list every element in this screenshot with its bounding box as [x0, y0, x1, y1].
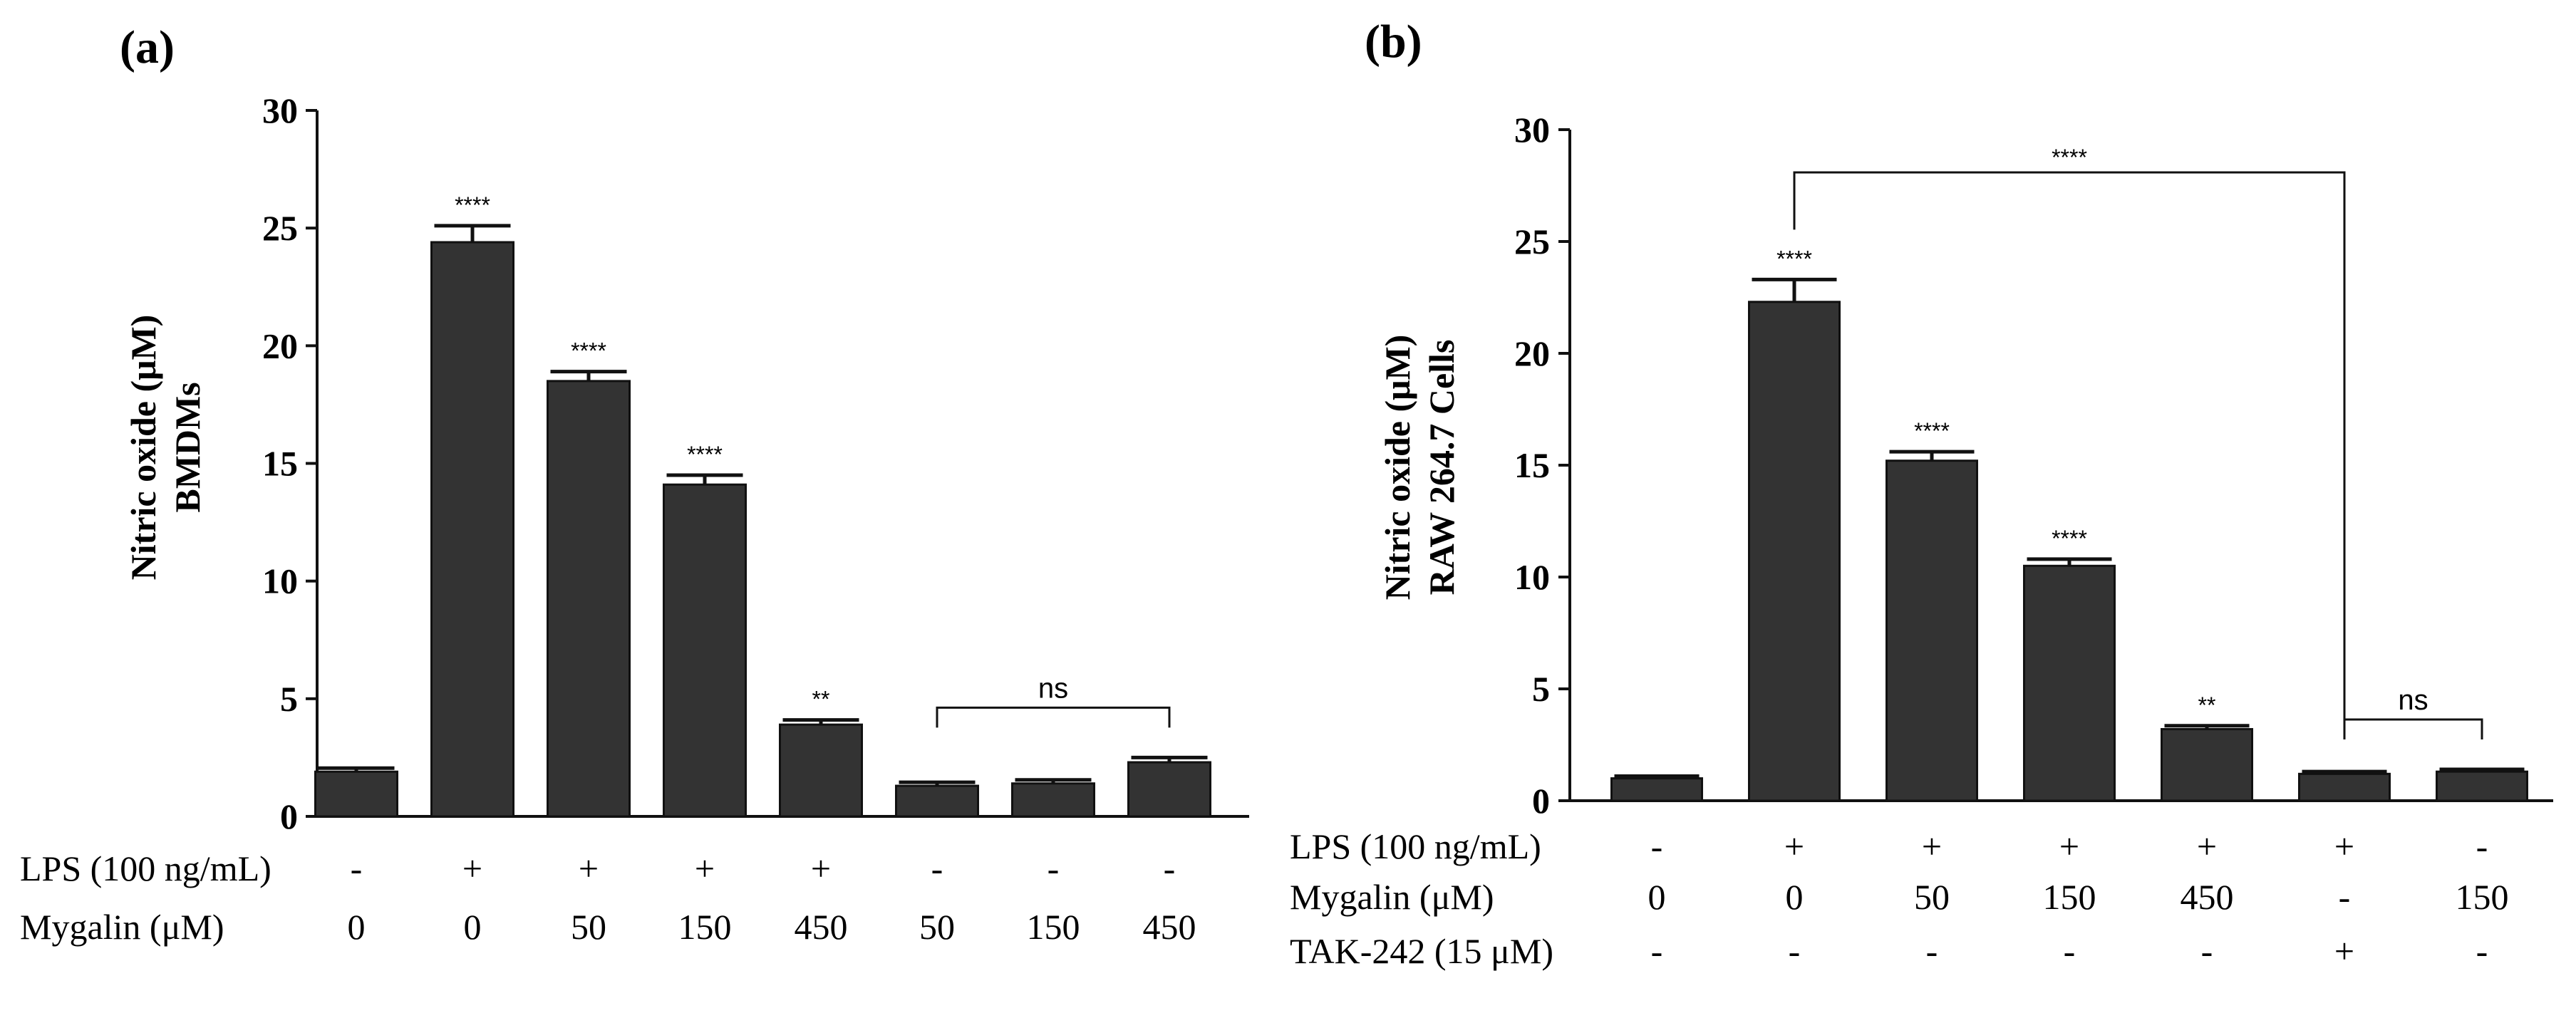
panel-a-bar — [314, 770, 398, 818]
panel-a-condition-row-label: LPS (100 ng/mL) — [20, 848, 271, 888]
panel-a-condition-value: 50 — [919, 907, 955, 947]
panel-b-condition-value: 0 — [1786, 877, 1804, 917]
panel-a-ytick-label: 30 — [262, 90, 298, 130]
panel-b-condition-value: + — [2059, 826, 2079, 866]
panel-b-bracket — [1793, 171, 2346, 737]
panel-b-bar — [2298, 772, 2391, 802]
panel-b-condition-value: - — [2201, 931, 2213, 971]
panel-a-ytick-label: 0 — [280, 796, 298, 836]
panel-a-condition-value: 0 — [348, 907, 366, 947]
panel-a-condition-value: - — [1164, 848, 1176, 888]
panel-a-bracket-label: ns — [1038, 672, 1068, 704]
panel-b-condition-value: 450 — [2181, 877, 2234, 917]
panel-b-condition-value: 150 — [2043, 877, 2096, 917]
panel-a-ytick-label: 25 — [262, 208, 298, 248]
panel-b-significance-label: **** — [1914, 418, 1950, 444]
panel-a-ytick-label: 15 — [262, 444, 298, 484]
panel-a-condition-value: + — [811, 848, 831, 888]
panel-b-label: (b) — [1365, 16, 1422, 68]
panel-b-bracket — [2343, 718, 2483, 740]
panel-b-ytick-label: 30 — [1514, 110, 1550, 150]
panel-a-condition-value: + — [695, 848, 715, 888]
panel-b-condition-value: + — [2334, 931, 2354, 971]
panel-a-bar — [663, 483, 747, 818]
panel-a-bar — [779, 723, 863, 818]
panel-a-condition-value: + — [579, 848, 599, 888]
panel-b-ytick-label: 15 — [1514, 445, 1550, 485]
panel-a-condition-value: 50 — [571, 907, 606, 947]
panel-b-ytick-label: 5 — [1532, 669, 1550, 709]
panel-b-condition-value: - — [2064, 931, 2076, 971]
panel-b-bar — [1886, 459, 1978, 802]
panel-a-condition-row-label: Mygalin (μM) — [20, 907, 224, 947]
panel-a-bar — [1127, 761, 1211, 818]
panel-a-ylabel-line2: BMDMs — [167, 382, 207, 512]
panel-b-condition-value: - — [2476, 826, 2488, 866]
panel-a-condition-value: 150 — [678, 907, 732, 947]
panel-a-condition-value: 450 — [1143, 907, 1196, 947]
panel-b: (b) Nitric oxide (μM) RAW 264.7 Cells 0 5… — [1290, 16, 2553, 971]
panel-b-ylabel-line1: Nitric oxide (μM) — [1377, 335, 1417, 601]
panel-a-bar — [1011, 782, 1095, 818]
panel-a: (a) Nitric oxide (μM) BMDMs 0 5 10 15 20 25 30… — [20, 21, 1249, 947]
panel-b-condition-value: + — [2197, 826, 2217, 866]
panel-a-label: (a) — [120, 21, 175, 73]
panel-a-bracket — [936, 706, 1171, 728]
panel-b-bracket-label: **** — [2052, 145, 2087, 170]
panel-a-condition-value: - — [351, 848, 363, 888]
panel-b-bar — [1610, 777, 1703, 802]
panel-a-significance-label: ** — [812, 687, 830, 712]
panel-b-condition-value: - — [2339, 877, 2351, 917]
panel-a-bar — [430, 241, 514, 818]
panel-b-bar — [2161, 728, 2253, 802]
panel-a-significance-label: **** — [455, 192, 490, 218]
panel-a-ytick-label: 20 — [262, 326, 298, 365]
panel-b-condition-value: 150 — [2456, 877, 2509, 917]
panel-b-ytick-label: 10 — [1514, 557, 1550, 597]
panel-b-condition-value: - — [2476, 931, 2488, 971]
panel-b-significance-label: **** — [1776, 246, 1812, 271]
panel-b-condition-value: 0 — [1648, 877, 1666, 917]
panel-a-ytick-label: 5 — [280, 679, 298, 719]
panel-a-condition-value: 0 — [464, 907, 482, 947]
panel-b-condition-value: - — [1926, 931, 1938, 971]
panel-b-condition-row-label: TAK-242 (15 μM) — [1290, 931, 1553, 971]
panel-a-condition-value: + — [462, 848, 482, 888]
panel-a-condition-value: 450 — [795, 907, 848, 947]
panel-a-significance-label: **** — [571, 338, 606, 364]
panel-b-ytick-label: 0 — [1532, 781, 1550, 821]
panel-b-ytick-label: 25 — [1514, 222, 1550, 261]
panel-b-bar — [1748, 301, 1841, 802]
panel-b-bracket-label: ns — [2398, 685, 2428, 716]
panel-a-ylabel-line1: Nitric oxide (μM) — [123, 315, 163, 581]
panel-b-condition-row-label: Mygalin (μM) — [1290, 877, 1494, 917]
panel-b-condition-value: + — [1922, 826, 1942, 866]
panel-a-condition-value: - — [1048, 848, 1060, 888]
panel-b-bar — [2436, 770, 2528, 802]
panel-b-significance-label: ** — [2198, 692, 2216, 718]
panel-a-bar — [547, 380, 631, 818]
panel-b-significance-label: **** — [2052, 526, 2087, 551]
panel-b-ytick-label: 20 — [1514, 333, 1550, 373]
panel-b-condition-value: 50 — [1914, 877, 1950, 917]
panel-b-bar — [2023, 564, 2116, 802]
panel-b-condition-value: + — [2334, 826, 2354, 866]
panel-a-condition-value: 150 — [1027, 907, 1080, 947]
panel-b-ylabel-line2: RAW 264.7 Cells — [1422, 340, 1462, 596]
panel-a-ytick-label: 10 — [262, 561, 298, 601]
panel-b-condition-value: - — [1651, 931, 1663, 971]
panel-a-significance-label: **** — [687, 442, 723, 467]
panel-b-condition-value: - — [1651, 826, 1663, 866]
panel-a-bar — [895, 784, 979, 818]
panel-b-condition-value: + — [1784, 826, 1804, 866]
panel-a-condition-value: - — [931, 848, 943, 888]
panel-b-condition-row-label: LPS (100 ng/mL) — [1290, 826, 1541, 866]
panel-b-condition-value: - — [1789, 931, 1801, 971]
